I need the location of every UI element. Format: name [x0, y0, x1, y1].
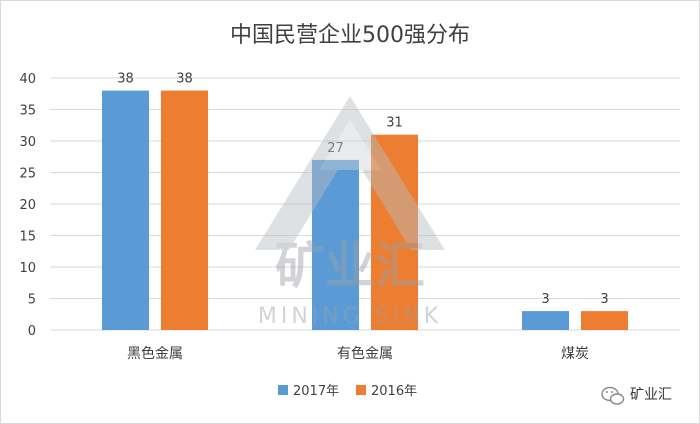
legend-swatch-2017 — [278, 385, 288, 395]
x-category-label: 有色金属 — [337, 345, 393, 362]
watermark: 矿业汇 MINING SINK — [255, 96, 445, 329]
chart-title: 中国民营企业500强分布 — [230, 23, 470, 48]
legend: 2017年 2016年 — [278, 384, 417, 399]
data-labels: 38 38 27 31 3 3 — [117, 72, 608, 308]
brand-label: 矿业汇 — [630, 387, 672, 403]
data-label: 3 — [600, 292, 608, 307]
legend-label-2017: 2017年 — [293, 384, 339, 399]
y-tick-label: 5 — [28, 293, 36, 308]
watermark-logo-icon — [255, 96, 445, 250]
watermark-sub: MINING SINK — [258, 304, 442, 329]
y-tick-label: 10 — [19, 261, 36, 276]
bar-2017年-黑色金属 — [102, 90, 149, 330]
bar-2016年-黑色金属 — [161, 90, 208, 330]
gridlines — [50, 77, 680, 331]
data-label: 38 — [176, 72, 193, 87]
bars — [102, 90, 628, 330]
legend-swatch-2016 — [356, 385, 366, 395]
data-label: 38 — [117, 72, 134, 87]
watermark-main: 矿业汇 — [275, 237, 425, 295]
y-tick-label: 35 — [19, 104, 36, 119]
data-label: 27 — [327, 141, 344, 156]
x-category-label: 黑色金属 — [127, 345, 183, 362]
y-tick-label: 0 — [28, 324, 36, 339]
x-axis-categories: 黑色金属 有色金属 煤炭 — [127, 345, 589, 362]
bar-2016年-有色金属 — [371, 134, 418, 330]
brand-footer: 矿业汇 — [601, 386, 672, 405]
y-tick-label: 25 — [19, 167, 36, 182]
y-tick-label: 30 — [19, 135, 36, 150]
bar-2016年-煤炭 — [581, 311, 628, 330]
data-label: 31 — [386, 116, 403, 131]
bar-2017年-有色金属 — [312, 159, 359, 330]
x-category-label: 煤炭 — [561, 346, 589, 362]
watermark-logo-inner-icon — [319, 120, 381, 170]
bar-2017年-煤炭 — [522, 311, 569, 330]
y-tick-label: 20 — [19, 198, 36, 213]
wechat-icon — [601, 386, 625, 405]
y-tick-label: 15 — [19, 230, 36, 245]
legend-label-2016: 2016年 — [371, 384, 417, 399]
data-label: 3 — [541, 292, 549, 307]
y-tick-label: 40 — [19, 72, 36, 87]
y-axis-ticks: 0 5 10 15 20 25 30 35 40 — [19, 72, 36, 339]
